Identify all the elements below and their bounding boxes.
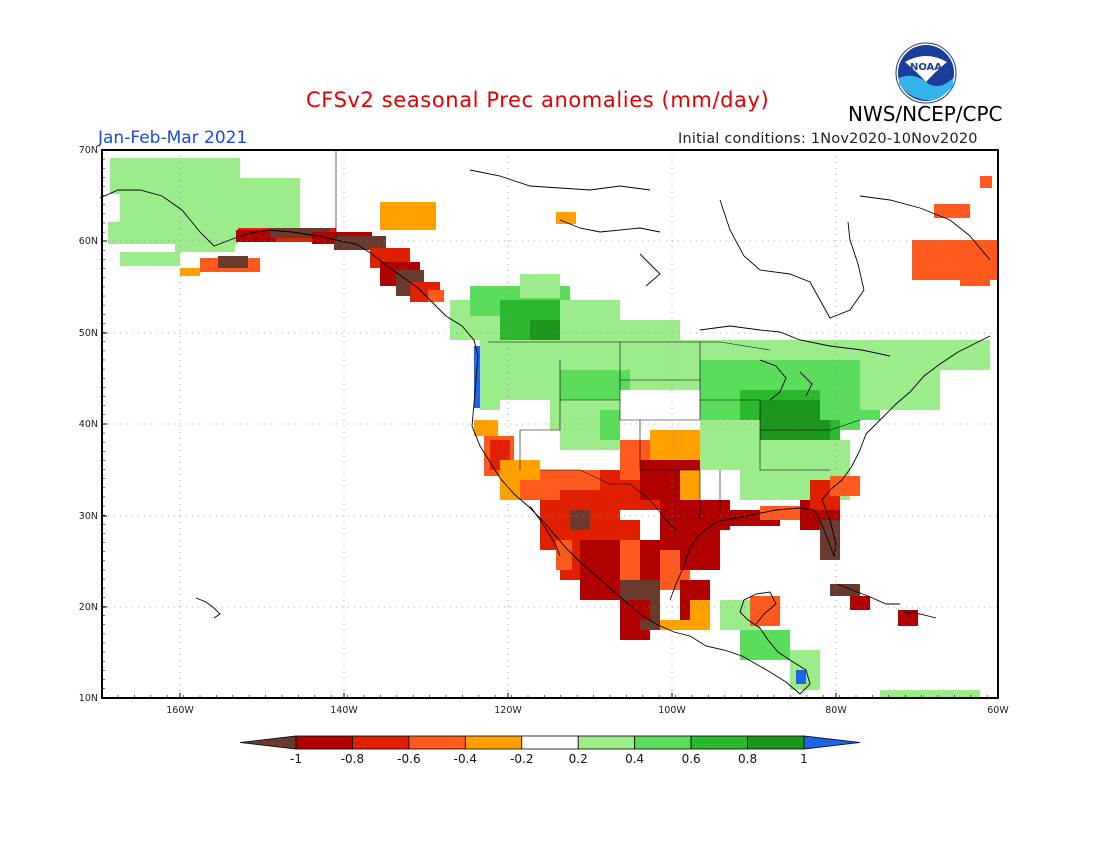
colorbar-segment [634, 735, 692, 750]
colorbar-label: -0.8 [341, 752, 364, 766]
anomaly-cell [600, 410, 620, 440]
anomaly-cell [980, 176, 992, 188]
anomaly-cell [120, 252, 180, 266]
colorbar-label: 0.8 [738, 752, 757, 766]
anomaly-cell [540, 500, 560, 550]
anomaly-cell [556, 540, 572, 570]
anomaly-cell [830, 584, 860, 596]
lat-tick-label: 60N [79, 236, 98, 247]
anomaly-cell [898, 610, 918, 626]
anomaly-cell [236, 230, 276, 242]
lon-tick-label: 160W [166, 705, 194, 716]
anomaly-cell [556, 212, 576, 224]
anomaly-cell [760, 506, 810, 520]
anomaly-cell [530, 320, 560, 340]
colorbar-label: 0.2 [569, 752, 588, 766]
coastlines [99, 169, 991, 695]
lat-tick-label: 40N [79, 419, 98, 430]
anomaly-cell [640, 620, 670, 630]
colorbar-segment [408, 735, 466, 750]
anomaly-cell [796, 670, 806, 684]
lon-tick-label: 120W [494, 705, 522, 716]
forecast-period: Jan-Feb-Mar 2021 [98, 128, 248, 148]
logo-text: NOAA [910, 62, 942, 73]
lat-tick-label: 70N [79, 145, 98, 156]
colorbar-segment [747, 735, 805, 750]
initial-conditions: Initial conditions: 1Nov2020-10Nov2020 [678, 131, 978, 147]
anomaly-cell [850, 596, 870, 610]
colorbar-segment [577, 735, 636, 750]
colorbar-segment [295, 735, 353, 750]
colorbar-label: -0.4 [454, 752, 477, 766]
colorbar-label: 0.6 [682, 752, 701, 766]
longitude-labels: 160W 140W 120W 100W 80W 60W [166, 705, 1009, 716]
lat-tick-label: 30N [79, 511, 98, 522]
anomaly-cell [570, 510, 590, 530]
colorbar-label: 0.4 [625, 752, 644, 766]
anomaly-cell [700, 420, 760, 470]
colorbar-arrow-high [803, 735, 861, 750]
lat-tick-label: 50N [79, 328, 98, 339]
anomaly-cell [660, 620, 690, 630]
anomaly-cell [900, 340, 990, 370]
anomaly-cell [820, 520, 840, 560]
anomaly-cell [934, 204, 970, 218]
anomaly-cell [474, 420, 498, 436]
noaa-logo: NOAA [895, 42, 957, 104]
colorbar-label: -1 [290, 752, 302, 766]
map-title: CFSv2 seasonal Prec anomalies (mm/day) [306, 88, 770, 112]
anomaly-cell [860, 370, 940, 410]
lat-tick-label: 20N [79, 602, 98, 613]
anomaly-cell [175, 232, 235, 252]
lon-tick-label: 140W [330, 705, 358, 716]
lon-tick-label: 80W [825, 705, 847, 716]
anomaly-cell [428, 290, 444, 302]
anomaly-cell [180, 268, 200, 276]
anomaly-cell [356, 236, 386, 250]
lon-tick-label: 60W [987, 705, 1009, 716]
anomaly-cells [108, 158, 997, 697]
colorbar-label: 1 [800, 752, 808, 766]
anomaly-cell [218, 256, 248, 268]
political-borders [335, 150, 861, 531]
colorbar-segment [352, 735, 410, 750]
anomaly-cell [520, 274, 560, 298]
anomaly-cell [690, 600, 710, 630]
lon-tick-label: 100W [658, 705, 686, 716]
colorbar-segment [690, 735, 748, 750]
colorbar-segment [521, 735, 579, 750]
anomaly-cell [880, 690, 980, 697]
colorbar-arrow-low [239, 735, 297, 750]
anomaly-cell [650, 430, 700, 460]
anomaly-cell [620, 390, 700, 430]
latitude-labels: 70N 60N 50N 40N 30N 20N 10N [79, 145, 98, 704]
anomaly-cell [680, 470, 700, 500]
anomaly-cell [380, 202, 436, 230]
colorbar-label: -0.6 [397, 752, 420, 766]
map-frame [101, 149, 999, 699]
anomaly-cell [960, 268, 990, 286]
colorbar-label: -0.2 [510, 752, 533, 766]
colorbar-segment [464, 735, 523, 750]
anomaly-cell [750, 596, 780, 626]
lat-tick-label: 10N [79, 693, 98, 704]
anomaly-cell [830, 476, 860, 496]
agency-label: NWS/NCEP/CPC [848, 102, 1003, 126]
anomaly-cell [580, 540, 620, 600]
colorbar: -1 -0.8 -0.6 -0.4 -0.2 0.2 0.4 0.6 0.8 1 [239, 735, 861, 766]
